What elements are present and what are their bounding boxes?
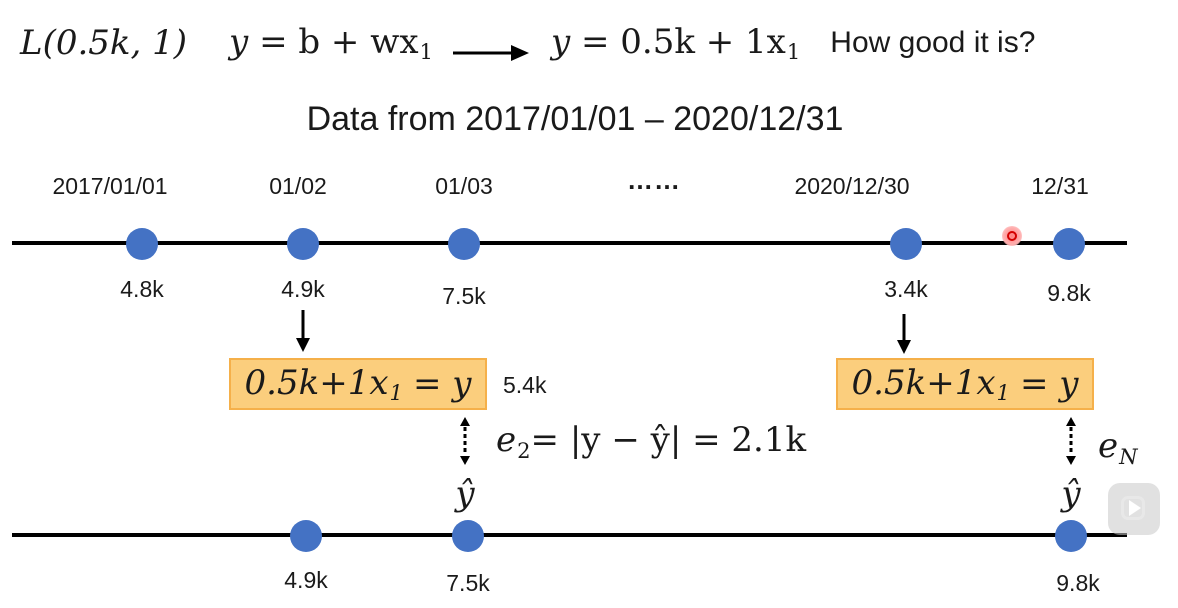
value-label: 7.5k: [442, 283, 486, 309]
model-subscript: 1: [419, 39, 433, 65]
box-rhs: = y: [1019, 364, 1079, 404]
data-point: [126, 228, 158, 260]
top-timeline-axis: [12, 241, 1127, 245]
prediction-box-right: 0.5k+1x1 = y: [836, 358, 1094, 410]
down-arrow-icon: [296, 310, 310, 352]
data-point: [287, 228, 319, 260]
value-label: 4.9k: [284, 567, 328, 593]
dashed-double-arrow-icon: [460, 417, 470, 465]
question-text: How good it is?: [830, 26, 1036, 59]
data-point: [890, 228, 922, 260]
prediction-value: 5.4k: [503, 372, 547, 398]
result-subscript: 1: [786, 39, 801, 65]
header-row: L(0.5k, 1) y = b + wx1 y = 0.5k + 1x1 Ho…: [20, 18, 1035, 68]
value-label: 3.4k: [884, 276, 928, 302]
ellipsis: ……: [627, 165, 681, 195]
prediction-box-left: 0.5k+1x1 = y: [229, 358, 487, 410]
value-label: 7.5k: [446, 570, 490, 596]
result-equation: y = 0.5k + 1x1: [551, 22, 800, 65]
data-range-subtitle: Data from 2017/01/01 – 2020/12/31: [306, 100, 844, 138]
laser-pointer-icon: [1002, 226, 1022, 246]
date-label: 2017/01/01: [52, 173, 168, 199]
date-label: 2020/12/30: [794, 173, 910, 199]
model-equation: y = b + wx1: [229, 22, 433, 65]
value-label: 4.8k: [120, 276, 164, 302]
error-e2-expression: e2= |y − ŷ| = 2.1k: [496, 420, 807, 463]
value-label: 9.8k: [1056, 570, 1100, 596]
play-icon[interactable]: [1129, 500, 1141, 516]
date-label: 12/31: [1031, 173, 1089, 199]
down-arrow-icon: [897, 314, 911, 354]
bottom-timeline-axis: [12, 533, 1127, 537]
value-label: 9.8k: [1047, 280, 1091, 306]
data-point: [452, 520, 484, 552]
box-rhs: = y: [412, 364, 472, 404]
value-label: 4.9k: [281, 276, 325, 302]
yhat-label: ŷ: [1061, 474, 1081, 514]
loss-expression: L(0.5k, 1): [20, 23, 188, 63]
error-eN-label: eN: [1098, 426, 1138, 469]
box-lhs: 0.5k+1x1: [244, 362, 403, 406]
data-point: [290, 520, 322, 552]
result-y: y: [550, 21, 571, 62]
data-point: [448, 228, 480, 260]
data-point: [1055, 520, 1087, 552]
dashed-double-arrow-icon: [1066, 417, 1076, 465]
yhat-label: ŷ: [455, 474, 475, 514]
data-point: [1053, 228, 1085, 260]
box-lhs: 0.5k+1x1: [851, 362, 1010, 406]
date-label: 01/03: [435, 173, 493, 199]
date-label: 01/02: [269, 173, 327, 199]
model-y: y: [229, 21, 249, 62]
model-rhs: = b + wx: [259, 21, 419, 62]
result-rhs: = 0.5k + 1x: [580, 21, 786, 62]
arrow-right-icon: [452, 33, 529, 61]
